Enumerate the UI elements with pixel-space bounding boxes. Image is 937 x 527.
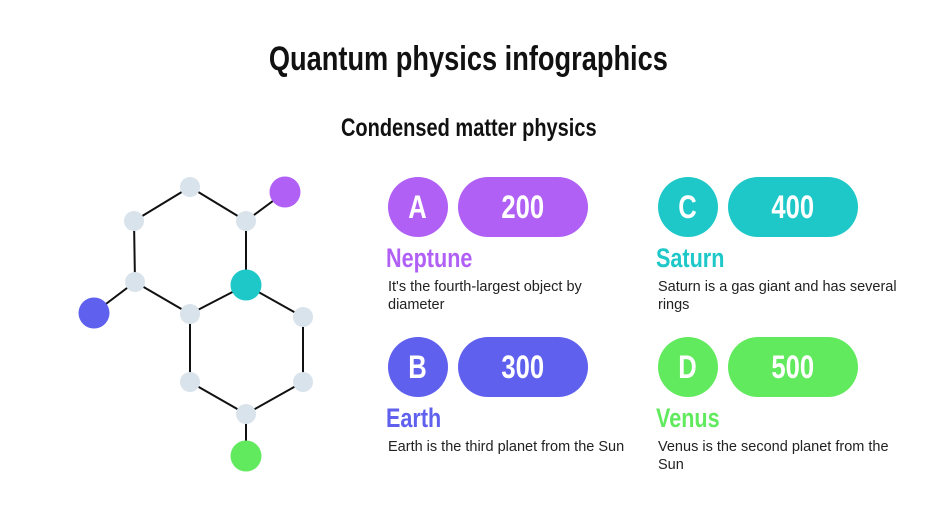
planet-name: Neptune (386, 243, 473, 273)
molecule-bond (189, 186, 247, 222)
value-pill: 200 (458, 177, 588, 237)
molecule-bond (245, 381, 304, 415)
planet-description: Saturn is a gas giant and has several ri… (658, 279, 897, 313)
letter-badge: C (658, 177, 718, 237)
molecule-bond (133, 186, 191, 222)
atom-node (125, 272, 145, 292)
molecule-bond (133, 220, 136, 283)
atom-node (293, 307, 313, 327)
letter-badge: D (658, 337, 718, 397)
atom-purple (269, 176, 301, 208)
atom-blue (78, 297, 110, 329)
page-subtitle: Condensed matter physics (340, 114, 597, 142)
atom-node (180, 304, 200, 324)
value-pill: 300 (458, 337, 588, 397)
value-pill: 500 (728, 337, 858, 397)
atom-node (180, 372, 200, 392)
letter-badge: B (388, 337, 448, 397)
molecule-bond (134, 281, 191, 315)
planet-name: Venus (656, 403, 720, 433)
atom-node (236, 211, 256, 231)
planet-name: Saturn (656, 243, 725, 273)
value-pill: 400 (728, 177, 858, 237)
info-card-neptune: A 200 Neptune It's the fourth-largest ob… (386, 177, 648, 327)
planet-description: Venus is the second planet from the Sun (658, 439, 889, 473)
planet-description: It's the fourth-largest object by diamet… (388, 279, 582, 313)
info-card-saturn: C 400 Saturn Saturn is a gas giant and h… (656, 177, 918, 327)
atom-teal (230, 269, 262, 301)
atom-node (124, 211, 144, 231)
atom-node (236, 404, 256, 424)
atom-node (293, 372, 313, 392)
info-card-earth: B 300 Earth Earth is the third planet fr… (386, 337, 648, 487)
molecule-bond (189, 381, 247, 415)
planet-name: Earth (386, 403, 442, 433)
planet-description: Earth is the third planet from the Sun (388, 439, 625, 455)
page-title: Quantum physics infographics (269, 40, 668, 78)
atom-node (180, 177, 200, 197)
info-card-venus: D 500 Venus Venus is the second planet f… (656, 337, 918, 487)
letter-badge: A (388, 177, 448, 237)
atom-green (230, 440, 262, 472)
